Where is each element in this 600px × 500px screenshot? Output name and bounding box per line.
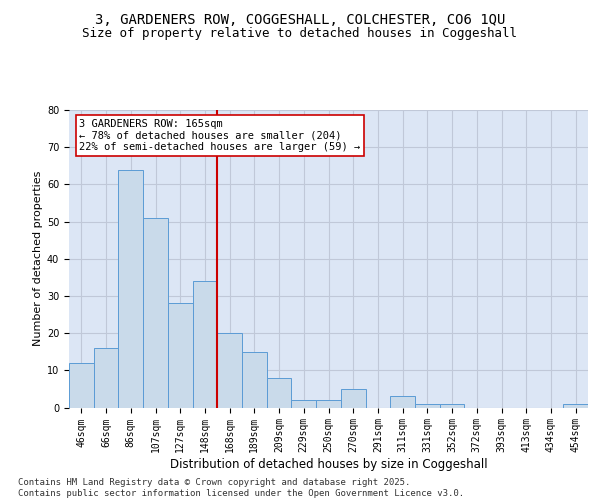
Bar (563, 404, 588, 407)
Bar (341, 389, 365, 407)
Bar (94, 348, 118, 408)
Bar (143, 218, 168, 408)
Text: 3, GARDENERS ROW, COGGESHALL, COLCHESTER, CO6 1QU: 3, GARDENERS ROW, COGGESHALL, COLCHESTER… (95, 12, 505, 26)
Text: Contains HM Land Registry data © Crown copyright and database right 2025.
Contai: Contains HM Land Registry data © Crown c… (18, 478, 464, 498)
Bar (267, 378, 292, 408)
Bar (118, 170, 143, 408)
Y-axis label: Number of detached properties: Number of detached properties (33, 171, 43, 346)
Bar (316, 400, 341, 407)
X-axis label: Distribution of detached houses by size in Coggeshall: Distribution of detached houses by size … (170, 458, 487, 471)
Bar (193, 281, 217, 407)
Bar (168, 304, 193, 408)
Text: 3 GARDENERS ROW: 165sqm
← 78% of detached houses are smaller (204)
22% of semi-d: 3 GARDENERS ROW: 165sqm ← 78% of detache… (79, 119, 361, 152)
Bar (440, 404, 464, 407)
Text: Size of property relative to detached houses in Coggeshall: Size of property relative to detached ho… (83, 28, 517, 40)
Bar (242, 352, 267, 408)
Bar (415, 404, 440, 407)
Bar (69, 363, 94, 408)
Bar (292, 400, 316, 407)
Bar (390, 396, 415, 407)
Bar (217, 333, 242, 407)
